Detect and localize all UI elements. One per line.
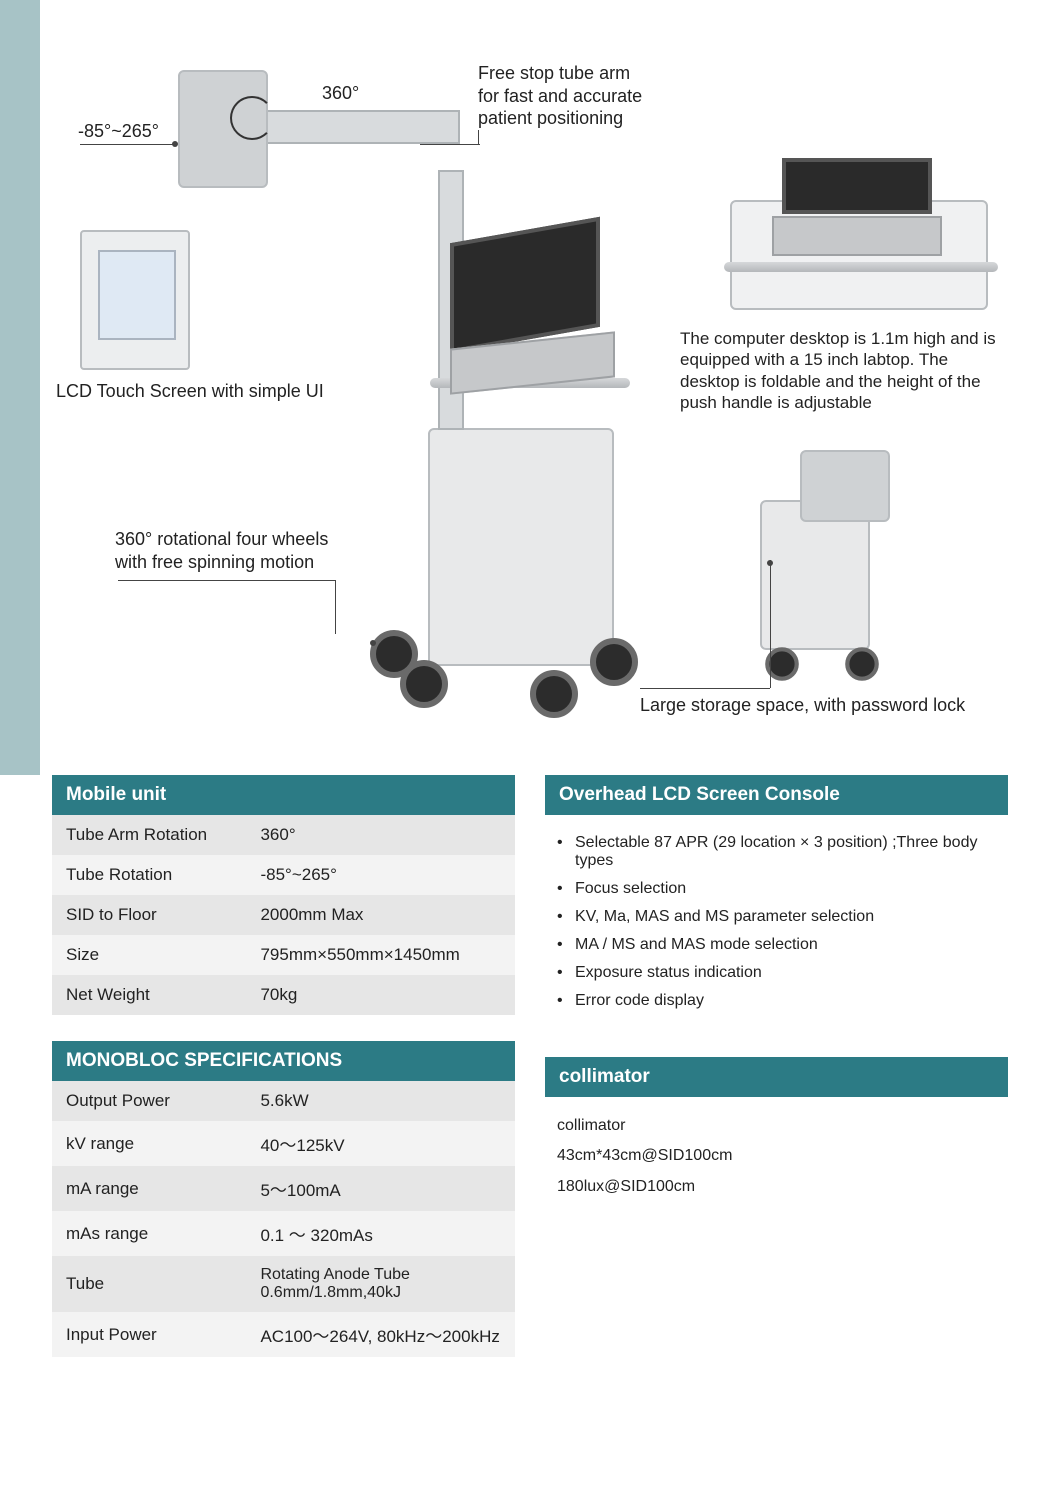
callout-tube-rotation: -85°~265°: [78, 120, 159, 143]
monobloc-table: MONOBLOC SPECIFICATIONS Output Power5.6k…: [52, 1041, 515, 1357]
spec-value: 70kg: [246, 975, 515, 1015]
spec-label: kV range: [52, 1121, 246, 1166]
console-item: Error code display: [557, 987, 1004, 1015]
spec-label: mA range: [52, 1166, 246, 1211]
spec-label: Tube Rotation: [52, 855, 246, 895]
spec-label: Input Power: [52, 1312, 246, 1357]
console-item: KV, Ma, MAS and MS parameter selection: [557, 903, 1004, 931]
spec-label: mAs range: [52, 1211, 246, 1256]
spec-section: Mobile unit Tube Arm Rotation360° Tube R…: [0, 775, 1060, 1443]
callout-wheels: 360° rotational four wheels with free sp…: [115, 528, 375, 573]
spec-value: 360°: [246, 815, 515, 855]
callout-storage: Large storage space, with password lock: [640, 694, 965, 717]
spec-label: Tube Arm Rotation: [52, 815, 246, 855]
collimator-panel-header: collimator: [545, 1057, 1008, 1097]
wheel-icon: [400, 660, 448, 708]
spec-value: 0.1 ～ 320mAs: [246, 1211, 515, 1256]
spec-label: Output Power: [52, 1081, 246, 1121]
callout-arm-rotation: 360°: [322, 82, 359, 105]
console-item: MA / MS and MAS mode selection: [557, 931, 1004, 959]
rotation-indicator-icon: [230, 96, 274, 140]
product-diagram: -85°~265° 360° Free stop tube arm for fa…: [0, 0, 1060, 775]
spec-label: Size: [52, 935, 246, 975]
console-panel-header: Overhead LCD Screen Console: [545, 775, 1008, 815]
spec-value: 795mm×550mm×1450mm: [246, 935, 515, 975]
spec-label: Tube: [52, 1256, 246, 1312]
spec-value: Rotating Anode Tube 0.6mm/1.8mm,40kJ: [246, 1256, 515, 1312]
folded-tray-inset: [800, 450, 890, 522]
wheel-icon: [530, 670, 578, 718]
collimator-line: collimator: [549, 1111, 1004, 1141]
table-header: Mobile unit: [52, 775, 515, 815]
console-item: Focus selection: [557, 875, 1004, 903]
spec-value: AC100～264V, 80kHz～200kHz: [246, 1312, 515, 1357]
tube-arm: [250, 110, 460, 144]
laptop-screen: [450, 217, 600, 353]
folded-cart-inset: [760, 500, 870, 650]
collimator-line: 43cm*43cm@SID100cm: [549, 1141, 1004, 1171]
spec-value: 2000mm Max: [246, 895, 515, 935]
spec-label: SID to Floor: [52, 895, 246, 935]
collimator-line: 180lux@SID100cm: [549, 1172, 1004, 1202]
wheel-icon: [845, 647, 879, 681]
console-item: Exposure status indication: [557, 959, 1004, 987]
spec-value: 5～100mA: [246, 1166, 515, 1211]
wheel-icon: [590, 638, 638, 686]
spec-value: 5.6kW: [246, 1081, 515, 1121]
desktop-inset: [730, 200, 988, 310]
collimator-panel-body: collimator 43cm*43cm@SID100cm 180lux@SID…: [545, 1111, 1008, 1226]
callout-desktop: The computer desktop is 1.1m high and is…: [680, 328, 1010, 413]
spec-label: Net Weight: [52, 975, 246, 1015]
lcd-touch-unit: [80, 230, 190, 370]
table-header: MONOBLOC SPECIFICATIONS: [52, 1041, 515, 1081]
callout-lcd: LCD Touch Screen with simple UI: [56, 380, 324, 403]
console-panel-body: Selectable 87 APR (29 location × 3 posit…: [545, 829, 1008, 1039]
spec-value: 40～125kV: [246, 1121, 515, 1166]
callout-free-stop: Free stop tube arm for fast and accurate…: [478, 62, 688, 130]
cart-body: [428, 428, 614, 666]
mobile-unit-table: Mobile unit Tube Arm Rotation360° Tube R…: [52, 775, 515, 1015]
spec-value: -85°~265°: [246, 855, 515, 895]
console-item: Selectable 87 APR (29 location × 3 posit…: [557, 829, 1004, 875]
